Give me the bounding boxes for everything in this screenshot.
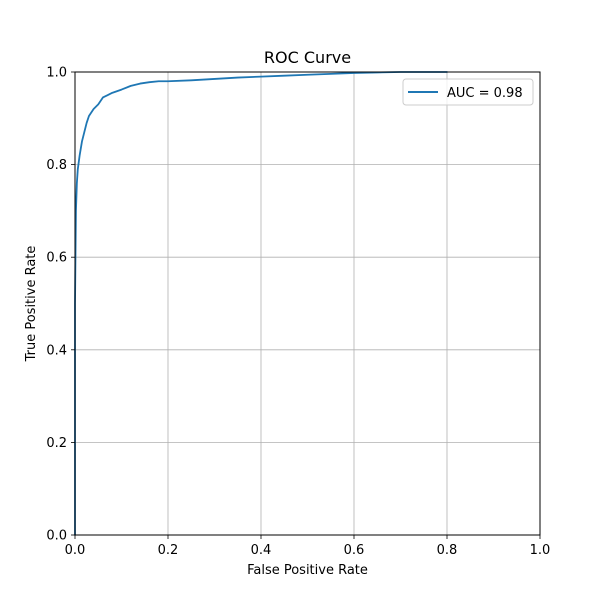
x-tick-label: 0.8 — [437, 543, 458, 558]
x-axis-label: False Positive Rate — [247, 563, 368, 578]
y-tick-label: 0.0 — [46, 529, 67, 544]
plot-frame — [74, 71, 541, 536]
grid — [74, 71, 541, 536]
x-tick-label: 1.0 — [530, 543, 551, 558]
y-tick-label: 0.8 — [46, 158, 67, 173]
x-tick-label: 0.4 — [251, 543, 272, 558]
y-tick-label: 0.4 — [46, 343, 67, 358]
x-tick-label: 0.6 — [344, 543, 365, 558]
tick-layer: 0.0 0.2 0.4 0.6 0.8 1.0 0.0 0.2 0.4 0.6 0.8 1.0 — [46, 66, 550, 559]
y-tick-label: 0.2 — [46, 436, 67, 451]
legend-label: AUC = 0.98 — [447, 86, 523, 101]
x-tick-label: 0.0 — [65, 543, 86, 558]
y-tick-label: 1.0 — [46, 66, 67, 81]
x-tick-label: 0.2 — [158, 543, 179, 558]
roc-curve-line — [74, 71, 448, 536]
y-axis-label: True Positive Rate — [24, 246, 39, 363]
y-tick-label: 0.6 — [46, 251, 67, 266]
chart-title: ROC Curve — [264, 48, 351, 67]
series-layer — [74, 71, 448, 536]
legend-box — [402, 78, 534, 106]
legend: AUC = 0.98 — [402, 78, 534, 106]
plot-area — [75, 72, 540, 535]
